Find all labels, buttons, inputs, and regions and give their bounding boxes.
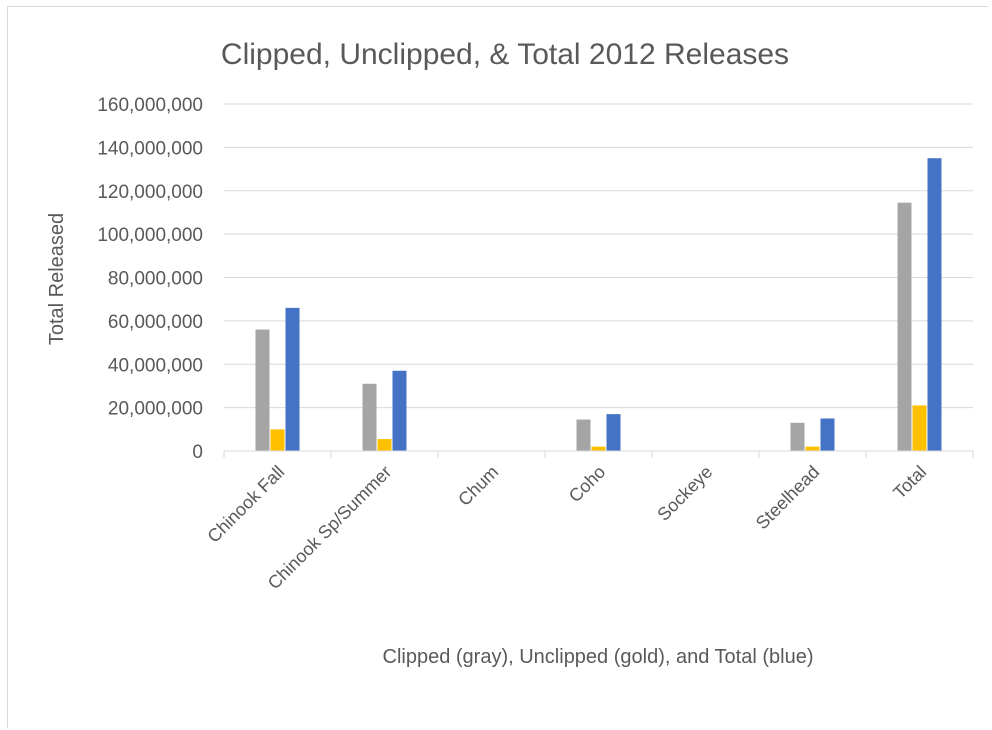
chart-frame (7, 6, 988, 728)
category-label: Chinook Fall (203, 462, 288, 547)
category-label: Total (889, 462, 930, 503)
bar (606, 414, 621, 451)
chart-title: Clipped, Unclipped, & Total 2012 Release… (221, 38, 789, 71)
bar (392, 370, 407, 451)
bar (377, 439, 392, 451)
y-tick-label: 120,000,000 (97, 182, 203, 203)
x-axis (223, 450, 974, 458)
bar (591, 446, 606, 451)
y-tick-label: 160,000,000 (97, 95, 203, 116)
bar (576, 419, 591, 451)
category-label: Chum (454, 462, 502, 510)
y-axis-ticks: 0 20,000,000 40,000,000 60,000,000 80,000,00… (97, 95, 203, 463)
bars (255, 158, 942, 451)
x-axis-title: Clipped (gray), Unclipped (gold), and To… (383, 646, 814, 668)
y-tick-label: 100,000,000 (97, 225, 203, 246)
bar (270, 429, 285, 451)
bar (255, 329, 270, 451)
y-tick-label: 20,000,000 (108, 399, 203, 420)
y-tick-label: 60,000,000 (108, 312, 203, 333)
y-tick-label: 80,000,000 (108, 269, 203, 290)
bar (790, 422, 805, 451)
y-tick-label: 40,000,000 (108, 355, 203, 376)
bar (927, 158, 942, 451)
category-label: Chinook Sp/Summer (264, 462, 396, 594)
bar (805, 446, 820, 451)
bar (285, 307, 300, 451)
y-axis-title: Total Released (46, 213, 68, 345)
bar (820, 418, 835, 451)
bar (897, 202, 912, 451)
bar (912, 405, 927, 451)
category-label: Coho (565, 462, 610, 507)
bar (362, 383, 377, 451)
y-tick-label: 0 (192, 442, 203, 463)
category-label: Steelhead (752, 462, 823, 533)
y-tick-label: 140,000,000 (97, 138, 203, 159)
gridlines (224, 103, 973, 409)
category-label: Sockeye (653, 462, 716, 525)
